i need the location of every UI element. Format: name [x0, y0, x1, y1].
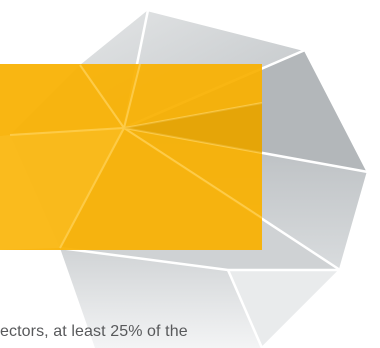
polygon-facet-bottom-right [228, 270, 340, 348]
body-text-fragment: ectors, at least 25% of the [0, 323, 188, 340]
highlight-rectangle [0, 63, 263, 250]
polygon-facet-bottom [60, 248, 262, 348]
